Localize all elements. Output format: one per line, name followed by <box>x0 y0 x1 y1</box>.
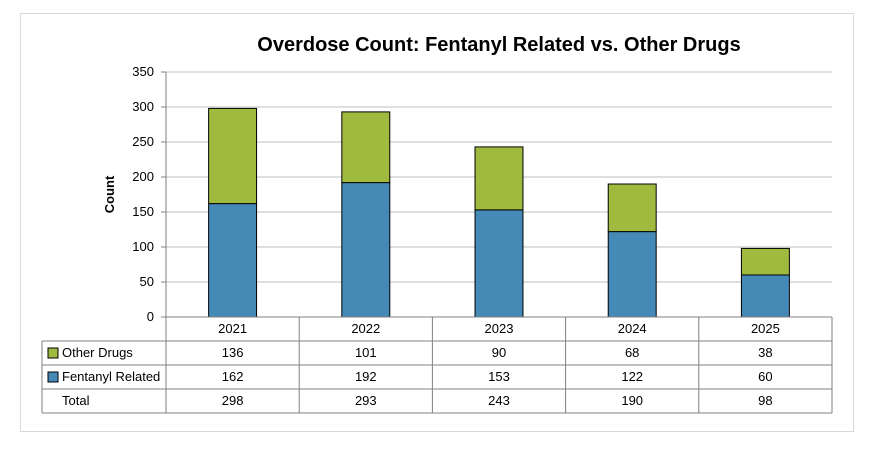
bar-fentanyl-related <box>740 274 790 318</box>
y-tick-label: 350 <box>132 64 154 79</box>
y-tick-label: 50 <box>140 274 154 289</box>
bar-other-drugs <box>740 247 790 276</box>
x-tick-label: 2024 <box>618 321 647 336</box>
x-tick-label: 2025 <box>751 321 780 336</box>
bar-other-drugs <box>341 111 391 184</box>
table-cell: 190 <box>621 393 643 408</box>
y-axis-label: Count <box>102 175 117 213</box>
x-tick-label: 2023 <box>485 321 514 336</box>
chart-title: Overdose Count: Fentanyl Related vs. Oth… <box>257 34 741 56</box>
bar-other-drugs <box>208 107 258 205</box>
table-cell: 122 <box>621 369 643 384</box>
table-cell: 101 <box>355 345 377 360</box>
table-cell: 162 <box>222 369 244 384</box>
table-row-label: Fentanyl Related <box>62 369 160 384</box>
table-cell: 68 <box>625 345 639 360</box>
bar-fentanyl-related <box>607 231 657 318</box>
table-cell: 38 <box>758 345 772 360</box>
y-tick-label: 250 <box>132 134 154 149</box>
table-cell: 192 <box>355 369 377 384</box>
table-row-label: Other Drugs <box>62 345 133 360</box>
table-cell: 243 <box>488 393 510 408</box>
bar-fentanyl-related <box>341 182 391 318</box>
legend-key <box>47 347 59 359</box>
table-cell: 293 <box>355 393 377 408</box>
bar-fentanyl-related <box>474 209 524 318</box>
bar-other-drugs <box>474 146 524 211</box>
table-cell: 98 <box>758 393 772 408</box>
table-cell: 90 <box>492 345 506 360</box>
chart-frame <box>20 13 854 432</box>
x-tick-label: 2022 <box>351 321 380 336</box>
y-tick-label: 200 <box>132 169 154 184</box>
y-tick-label: 100 <box>132 239 154 254</box>
y-tick-label: 0 <box>147 309 154 324</box>
table-row-label: Total <box>62 393 90 408</box>
y-tick-label: 300 <box>132 99 154 114</box>
table-cell: 298 <box>222 393 244 408</box>
bar-other-drugs <box>607 183 657 233</box>
table-cell: 153 <box>488 369 510 384</box>
table-cell: 60 <box>758 369 772 384</box>
bar-fentanyl-related <box>208 203 258 318</box>
table-cell: 136 <box>222 345 244 360</box>
x-tick-label: 2021 <box>218 321 247 336</box>
legend-key <box>47 371 59 383</box>
y-tick-label: 150 <box>132 204 154 219</box>
